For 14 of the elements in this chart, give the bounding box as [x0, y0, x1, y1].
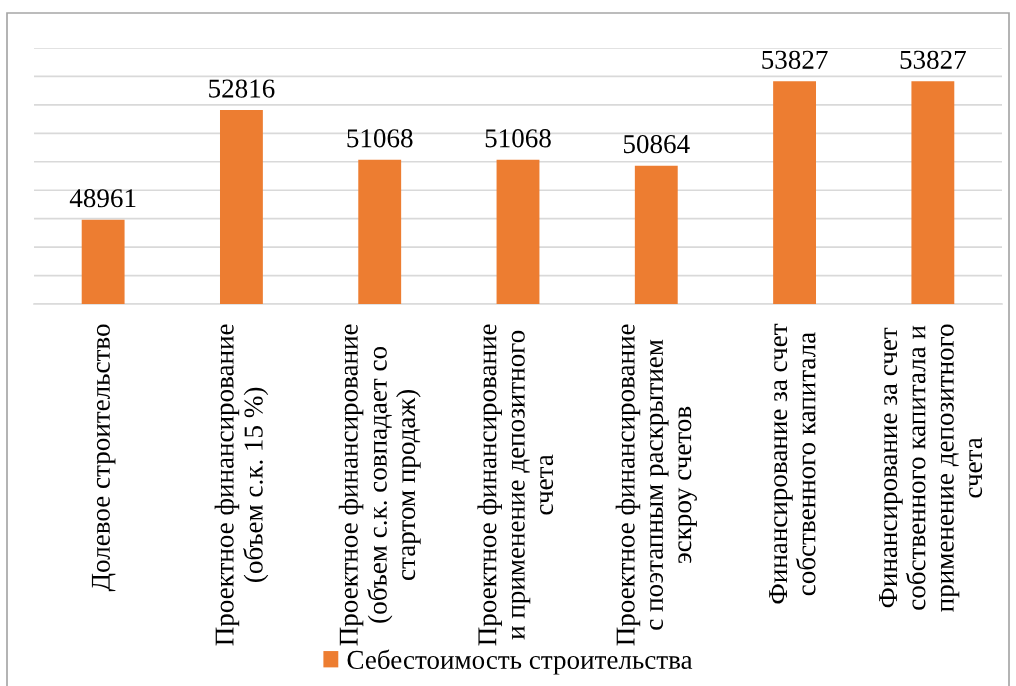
- x-tick-label: Проектное финансирование (объем с.к. совпадает со стартом продаж): [338, 324, 421, 646]
- data-label: 53827: [900, 50, 966, 69]
- x-tick-label: Проектное финансирование (объем с.к. 15 %): [214, 324, 269, 646]
- data-label: 51068: [347, 129, 413, 148]
- data-label: 51068: [485, 129, 551, 148]
- x-tick-label: Долевое строительство: [91, 324, 116, 592]
- x-tick-label: Финансирование за счет собственного капитала и применение депозитного счета: [879, 324, 983, 612]
- data-label: 53827: [762, 50, 828, 69]
- x-tick-label: Проектное финансирование и применение депозитного счета: [477, 324, 554, 646]
- data-label: 48961: [69, 189, 136, 208]
- x-tick-label: Проектное финансирование с поэтапным раскрытием эскроу счетов: [615, 324, 697, 646]
- legend-label: Себестоимость строительства: [347, 649, 693, 675]
- data-label: 50864: [624, 134, 690, 154]
- data-label: 52816: [209, 79, 275, 98]
